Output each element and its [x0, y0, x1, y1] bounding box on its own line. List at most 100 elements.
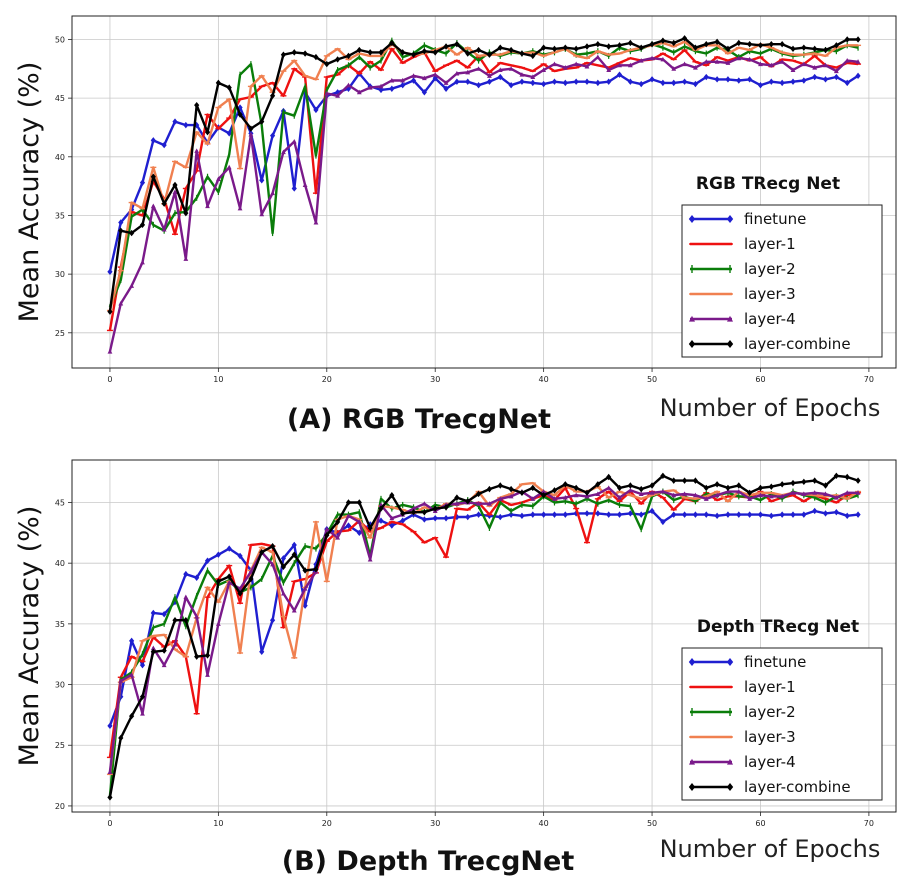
- data-point: [389, 77, 395, 83]
- data-point: [519, 72, 525, 77]
- y-tick-label: 25: [55, 741, 65, 750]
- data-point: [844, 57, 850, 63]
- data-point: [443, 504, 449, 511]
- data-point: [281, 149, 286, 155]
- x-tick-label: 30: [430, 375, 440, 384]
- data-point: [812, 490, 818, 495]
- y-tick-label: 20: [55, 802, 65, 811]
- data-point: [400, 510, 406, 517]
- x-tick-label: 40: [539, 819, 549, 828]
- data-point: [747, 496, 753, 501]
- legend-entry-layer-combine: layer-combine: [688, 335, 851, 353]
- data-point: [714, 76, 720, 83]
- data-point: [118, 219, 124, 226]
- data-point: [562, 481, 568, 488]
- data-point: [302, 586, 308, 591]
- data-point: [172, 189, 178, 194]
- data-point: [833, 508, 839, 516]
- data-point: [790, 67, 796, 72]
- data-point: [118, 678, 124, 683]
- data-point: [681, 477, 688, 484]
- data-point: [584, 493, 590, 499]
- data-point: [736, 511, 742, 518]
- data-point: [215, 176, 221, 182]
- data-point: [649, 507, 655, 515]
- data-point: [389, 515, 395, 521]
- legend-entry-layer-4: layer-4: [689, 310, 796, 328]
- data-point: [226, 164, 232, 170]
- data-point: [280, 51, 287, 58]
- series-layer-combine: [107, 35, 861, 315]
- data-point: [410, 77, 417, 84]
- data-point: [345, 522, 352, 529]
- legend-label: finetune: [744, 210, 806, 228]
- legend-box: [681, 647, 883, 801]
- data-point: [204, 557, 211, 564]
- data-point: [660, 79, 666, 87]
- data-point: [844, 79, 850, 87]
- data-point: [215, 578, 221, 585]
- data-point: [768, 483, 774, 490]
- legend-marker: [688, 658, 696, 666]
- data-point: [606, 78, 612, 85]
- data-point: [595, 40, 601, 48]
- data-point: [400, 49, 406, 56]
- data-point: [519, 50, 525, 57]
- data-point: [541, 44, 547, 51]
- data-point: [129, 283, 135, 288]
- data-point: [573, 61, 579, 67]
- data-point: [551, 511, 558, 518]
- data-point: [140, 711, 145, 716]
- data-point: [367, 49, 373, 56]
- data-point: [768, 78, 774, 85]
- data-point: [400, 77, 406, 83]
- x-tick-label: 0: [107, 375, 112, 384]
- data-point: [562, 495, 568, 500]
- legend-marker: [727, 315, 733, 322]
- data-point: [410, 508, 417, 516]
- data-point: [617, 62, 622, 68]
- data-point: [649, 55, 655, 61]
- x-tick-label: 10: [213, 375, 223, 384]
- data-point: [487, 73, 492, 78]
- data-point: [747, 489, 753, 496]
- data-point: [324, 60, 330, 68]
- data-point: [508, 485, 514, 493]
- data-point: [606, 473, 612, 481]
- data-point: [551, 78, 558, 85]
- data-point: [465, 78, 471, 85]
- data-point: [443, 85, 449, 92]
- data-point: [671, 79, 677, 87]
- data-point: [562, 511, 568, 518]
- x-tick-label: 30: [430, 819, 440, 828]
- data-point: [606, 511, 612, 518]
- x-tick-label: 70: [864, 819, 874, 828]
- data-point: [692, 511, 699, 518]
- data-point: [432, 49, 438, 56]
- data-point: [844, 490, 850, 495]
- data-point: [801, 77, 807, 84]
- data-point: [562, 65, 568, 70]
- y-tick-label: 30: [55, 270, 65, 279]
- data-point: [551, 45, 558, 53]
- data-point: [150, 137, 156, 144]
- data-point: [269, 132, 276, 139]
- data-point: [280, 555, 287, 562]
- legend-label: layer-4: [744, 310, 796, 328]
- data-point: [508, 46, 514, 54]
- data-point: [758, 492, 763, 498]
- data-point: [530, 52, 536, 60]
- data-point: [747, 56, 753, 62]
- data-point: [226, 545, 232, 552]
- data-point: [855, 490, 861, 495]
- data-point: [638, 485, 644, 493]
- data-point: [552, 496, 557, 501]
- data-point: [432, 74, 438, 82]
- data-point: [150, 203, 156, 209]
- data-point: [486, 51, 493, 58]
- data-point: [324, 532, 330, 539]
- data-point: [443, 43, 449, 50]
- data-point: [465, 50, 471, 57]
- data-point: [161, 200, 167, 207]
- data-point: [183, 209, 189, 217]
